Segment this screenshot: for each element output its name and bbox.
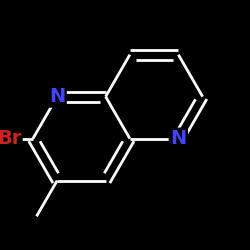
- Text: N: N: [49, 87, 65, 106]
- Text: N: N: [170, 129, 186, 148]
- Text: Br: Br: [0, 129, 21, 148]
